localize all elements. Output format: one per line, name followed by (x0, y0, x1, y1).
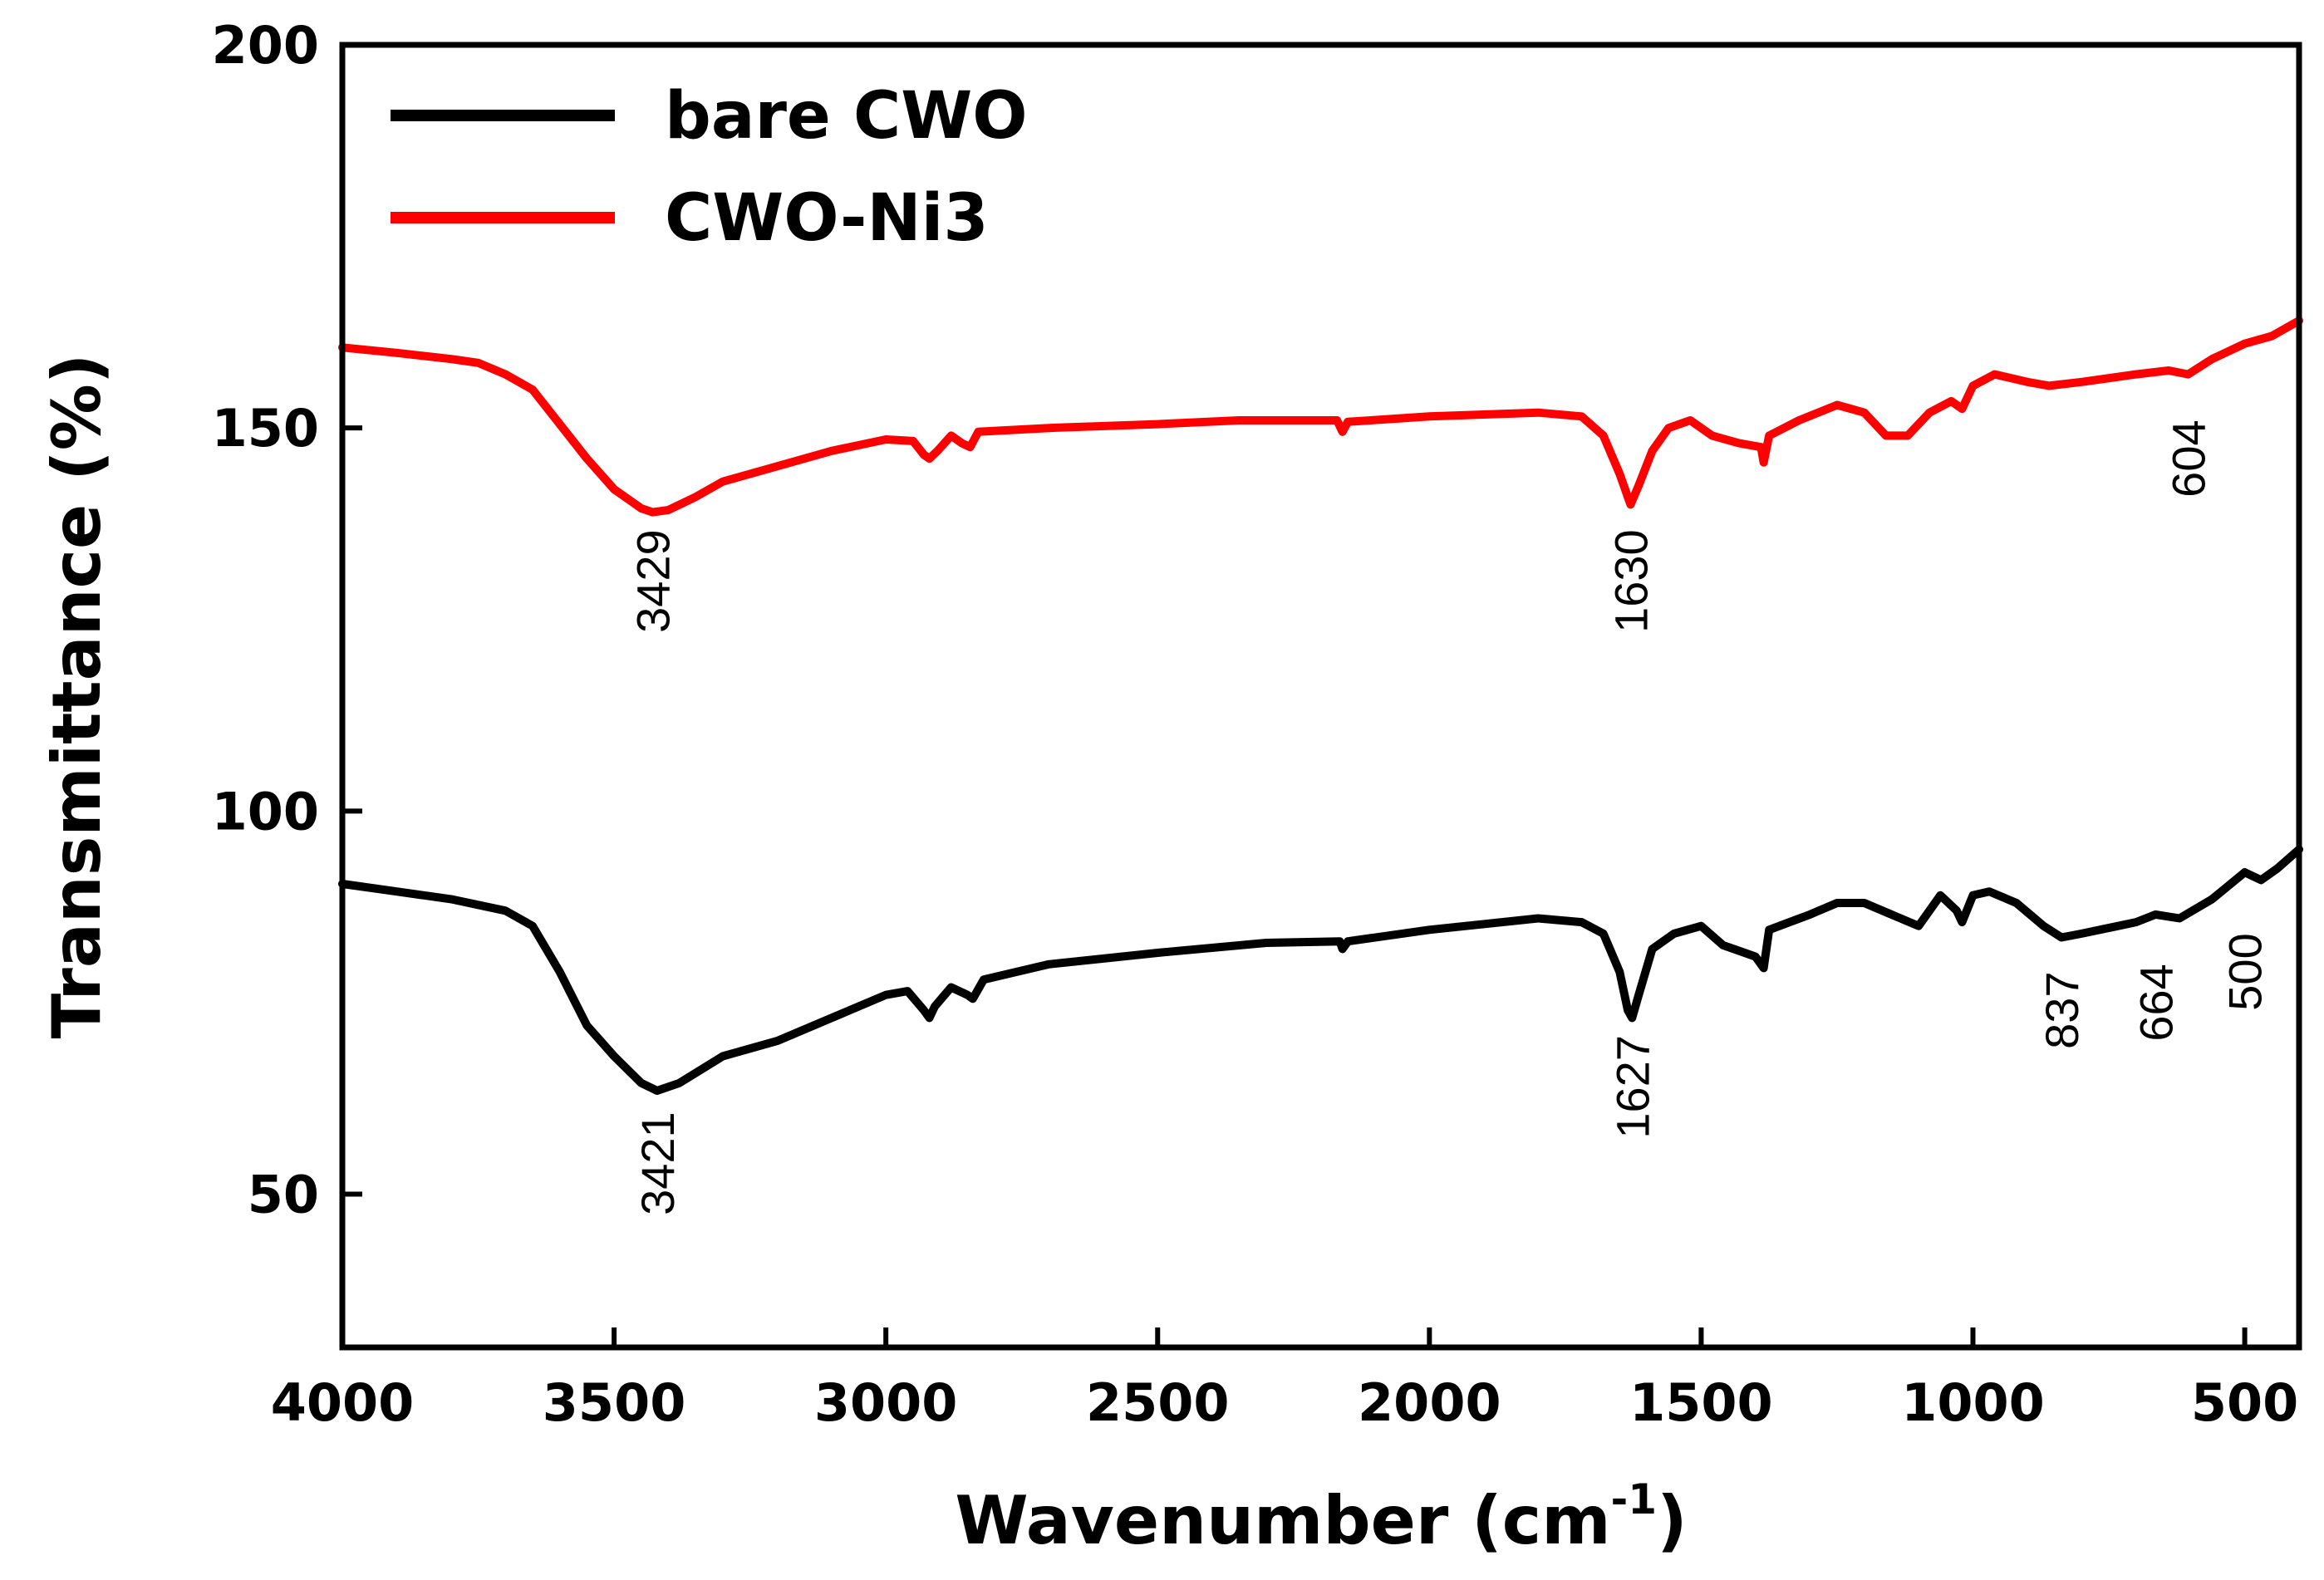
peak-label: 837 (2036, 971, 2088, 1048)
x-tick-label: 3500 (543, 1372, 686, 1433)
x-tick-label: 1500 (1629, 1372, 1773, 1433)
x-tick-label: 2500 (1086, 1372, 1230, 1433)
series-line-bare-cwo (338, 845, 2303, 1095)
legend-label-cwo-ni3: CWO-Ni3 (665, 181, 989, 256)
x-tick-label: 1000 (1901, 1372, 2045, 1433)
peak-label: 1630 (1604, 529, 1657, 633)
y-tick-label: 100 (212, 781, 319, 842)
peak-label: 604 (2163, 420, 2215, 497)
y-axis-ticks: 50 100 150 200 (212, 15, 362, 1225)
x-axis-title-text: Wavenumber (cm (955, 1482, 1610, 1559)
peak-label: 664 (2130, 964, 2182, 1041)
x-tick-label: 500 (2191, 1372, 2298, 1433)
x-tick-label: 4000 (271, 1372, 415, 1433)
y-tick-label: 150 (212, 398, 319, 459)
y-axis-title: Transmittance (%) (38, 354, 115, 1039)
legend-label-bare-cwo: bare CWO (665, 79, 1028, 154)
y-tick-label: 50 (248, 1165, 319, 1225)
peak-annotations: 3429 1630 604 3421 1627 837 664 500 (627, 420, 2272, 1215)
x-axis-title: Wavenumber (cm-1) (955, 1475, 1687, 1559)
x-tick-label: 2000 (1358, 1372, 1501, 1433)
peak-label: 1627 (1606, 1035, 1658, 1139)
x-axis-title-close: ) (1657, 1482, 1688, 1559)
series-line-cwo-ni3 (338, 316, 2303, 517)
peak-label: 3429 (627, 529, 680, 633)
legend: bare CWO CWO-Ni3 (391, 79, 1028, 256)
y-tick-label: 200 (212, 15, 319, 76)
peak-label: 3421 (631, 1111, 684, 1215)
plot-frame (339, 42, 2302, 1351)
x-axis-title-superscript: -1 (1611, 1475, 1658, 1524)
series-layer (338, 316, 2303, 1095)
peak-label: 500 (2219, 933, 2272, 1010)
x-tick-label: 3000 (814, 1372, 958, 1433)
x-axis-ticks: 4000 3500 3000 2500 2000 1500 1000 500 (271, 1327, 2298, 1433)
